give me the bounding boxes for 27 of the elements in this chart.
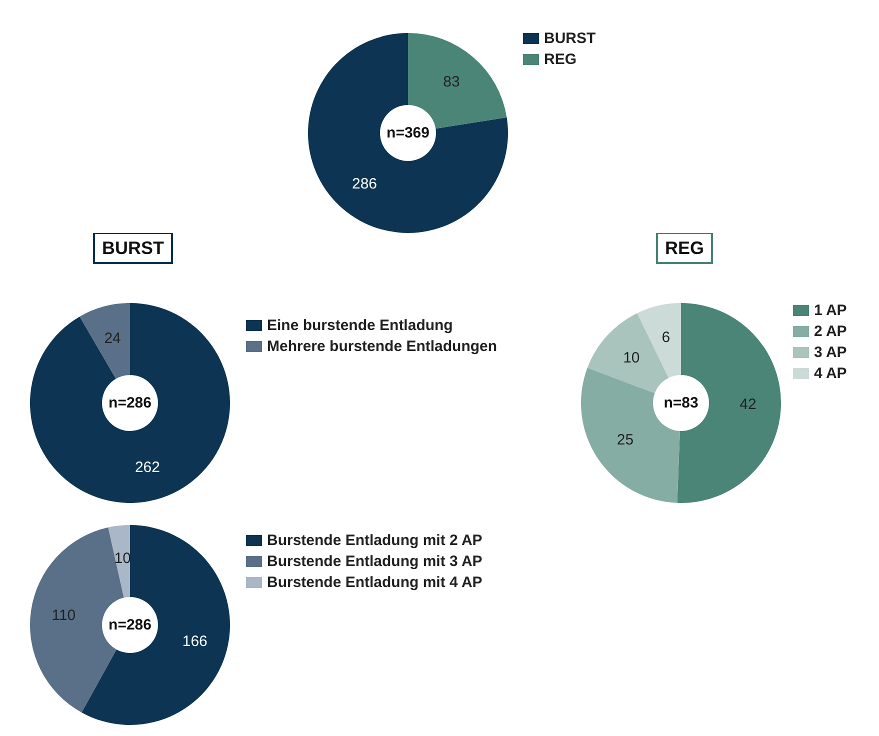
text: n=83 [664, 394, 698, 412]
text: n=286 [108, 394, 152, 412]
legend-label: Burstende Entladung mit 4 AP [267, 574, 482, 591]
legend-label: 4 AP [814, 365, 847, 382]
data-label: 10 [623, 349, 640, 366]
data-label: 83 [443, 74, 460, 91]
legend-label: Burstende Entladung mit 2 AP [267, 532, 482, 549]
text: n=369 [386, 124, 430, 142]
legend-label: REG [544, 51, 577, 68]
legend-label: 2 AP [814, 323, 847, 340]
chart-title: REG [665, 238, 704, 258]
data-label: 262 [134, 459, 160, 476]
data-label: 24 [104, 330, 121, 347]
text: n=286 [108, 616, 152, 634]
chart-title: BURST [102, 238, 164, 258]
data-label: 42 [740, 396, 756, 413]
data-label: 166 [182, 633, 208, 650]
legend-label: Burstende Entladung mit 3 AP [267, 553, 482, 570]
data-label: 286 [352, 175, 378, 192]
legend-label: 3 AP [814, 344, 847, 361]
data-label: 6 [662, 329, 670, 346]
legend-label: 1 AP [814, 302, 847, 319]
legend-label: Eine burstende Entladung [267, 317, 453, 334]
legend-label: BURST [544, 30, 596, 47]
legend-label: Mehrere burstende Entladungen [267, 338, 498, 355]
data-label: 110 [52, 606, 76, 624]
data-label: 25 [616, 432, 634, 449]
